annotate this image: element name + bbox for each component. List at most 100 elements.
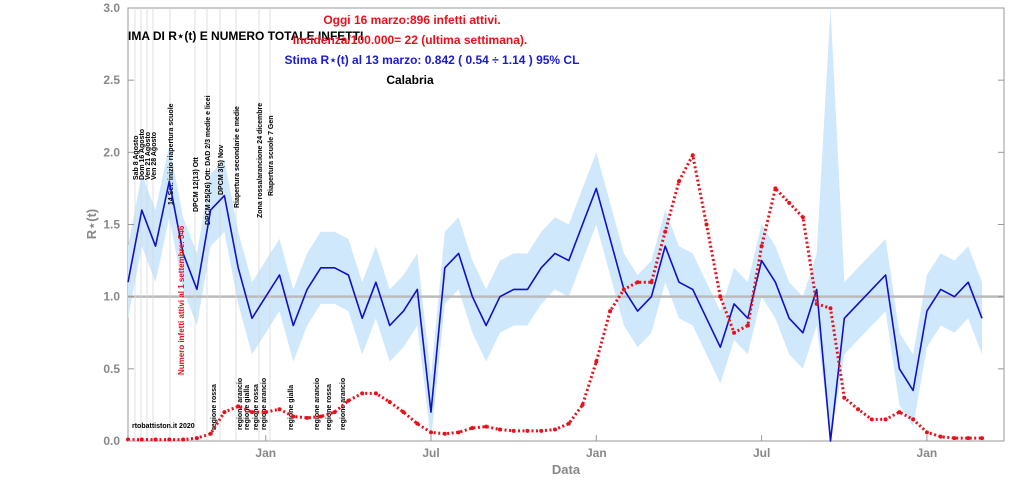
side-note: Numero infetti attivi al 1 settembre: 54…	[177, 225, 186, 375]
x-tick-label: Jul	[753, 446, 770, 460]
infected-point	[745, 323, 750, 328]
infected-point	[635, 280, 640, 285]
infected-point	[553, 427, 557, 432]
header-line: Incidenza/100.000= 22 (ultima settimana)…	[293, 33, 527, 47]
region-annotation: regione arancio	[340, 378, 347, 430]
infected-point	[566, 421, 571, 426]
infected-point	[621, 287, 626, 292]
x-axis-label: Data	[552, 462, 581, 477]
infected-point	[842, 395, 847, 400]
infected-point	[856, 407, 861, 412]
header-line: Stima R⋆(t) al 13 marzo: 0.842 ( 0.54 ÷ …	[285, 53, 580, 67]
infected-point	[511, 428, 516, 433]
x-tick-label: Jul	[422, 446, 439, 460]
region-annotation: regione gialla	[288, 385, 295, 430]
infected-point	[828, 306, 833, 311]
infected-point	[690, 153, 695, 158]
y-tick-label: 0.0	[103, 434, 120, 448]
infected-point	[952, 436, 957, 441]
infected-point	[649, 280, 654, 285]
x-tick-label: Jan	[917, 446, 938, 460]
infected-point	[373, 391, 378, 396]
infected-point	[415, 421, 420, 426]
region-annotation: regione arancio	[237, 378, 244, 430]
infected-point	[263, 410, 268, 415]
band-layer	[128, 8, 1004, 441]
chart-title: IMA DI R⋆(t) E NUMERO TOTALE INFETTI	[128, 29, 363, 43]
infected-point	[897, 410, 902, 415]
y-axis-label: R⋆(t)	[84, 209, 99, 240]
infected-point	[360, 391, 365, 396]
infected-point	[911, 417, 916, 422]
infected-point	[387, 400, 392, 405]
infected-point	[663, 229, 668, 234]
event-annotation: 14 Set: inizio riapertura scuole	[168, 103, 175, 205]
region-annotation: regione gialla	[244, 385, 251, 430]
region-annotation: regione arancio	[261, 378, 268, 430]
r-line	[127, 180, 983, 442]
infected-point	[883, 417, 888, 422]
infected-point	[938, 434, 943, 439]
event-annotation: Ven 28 Agosto	[151, 132, 158, 180]
region-annotation: regione rossa	[253, 384, 260, 430]
infected-point	[704, 222, 709, 227]
infected-point	[924, 430, 929, 435]
infected-point	[470, 426, 475, 431]
y-tick-label: 0.5	[103, 362, 120, 376]
event-annotation: Sab 8 Agosto	[133, 136, 140, 180]
credit: rtobattiston.it 2020	[132, 423, 195, 430]
annotation-layer: Sab 8 Agosto Dom 16 Agosto Ven 21 Agosto Ve…	[133, 8, 347, 441]
y-tick-label: 1.5	[103, 218, 120, 232]
header-line: Calabria	[386, 73, 434, 87]
infected-point	[291, 414, 296, 419]
infected-point	[442, 431, 447, 436]
infected-point	[208, 431, 213, 436]
x-tick-label: Jan	[255, 446, 276, 460]
infected-point	[484, 424, 489, 429]
event-annotation: DPCM 3(5) Nov	[218, 145, 225, 195]
confidence-band	[128, 8, 982, 441]
event-annotation: DPCM 12(13) Ott	[193, 156, 200, 212]
region-annotation: regione rossa	[211, 384, 218, 430]
infected-point	[800, 215, 805, 220]
x-tick-label: Jan	[586, 446, 607, 460]
event-annotation: Ven 21 Agosto	[145, 132, 152, 180]
infected-point	[980, 436, 984, 441]
infected-point	[732, 330, 737, 335]
event-annotation: Riapertura secondarie e medie	[234, 106, 241, 208]
infected-point	[332, 410, 337, 415]
infected-point	[814, 301, 819, 306]
infected-point	[525, 428, 530, 433]
series-layer	[126, 150, 984, 442]
infected-point	[346, 398, 351, 403]
infected-point	[773, 186, 778, 191]
infected-point	[181, 437, 186, 442]
infected-point	[153, 437, 158, 442]
infected-point	[277, 407, 282, 412]
event-annotation: Zona rossa/arancione 24 dicembre	[257, 103, 264, 218]
infected-point	[318, 414, 323, 419]
infected-point	[456, 430, 461, 435]
y-tick-label: 3.0	[103, 1, 120, 15]
infected-point	[139, 437, 144, 442]
infected-point	[787, 200, 792, 205]
region-annotation: regione rossa	[326, 384, 333, 430]
infected-point	[401, 410, 406, 415]
infected-point	[608, 309, 613, 314]
header-line: Oggi 16 marzo:896 infetti attivi.	[323, 13, 500, 27]
y-tick-label: 2.5	[103, 73, 120, 87]
y-tick-label: 2.0	[103, 145, 120, 159]
infected-point	[305, 415, 310, 420]
event-annotation: DPCM 25(26) Ott: DAD 2/3 medie e licei	[205, 95, 212, 225]
infected-point	[249, 410, 254, 415]
infected-point	[497, 427, 502, 432]
infected-point	[676, 179, 681, 184]
infected-point	[966, 436, 971, 441]
infected-point	[718, 294, 723, 299]
infected-point	[539, 428, 544, 433]
infected-point	[194, 436, 199, 441]
infected-point	[869, 417, 874, 422]
infected-point	[429, 430, 434, 435]
y-tick-label: 1.0	[103, 290, 120, 304]
